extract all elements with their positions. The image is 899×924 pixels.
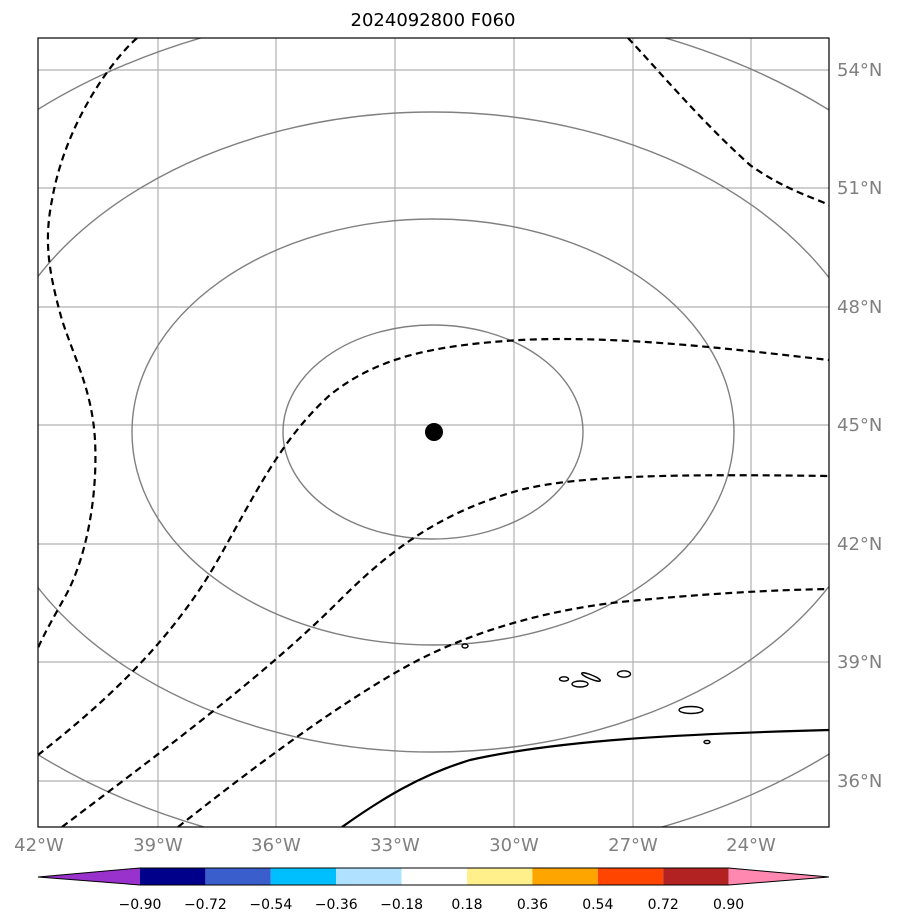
lon-label: 42°W — [14, 835, 64, 856]
island — [461, 643, 469, 649]
colorbar-tick-label: 0.36 — [517, 897, 548, 913]
colorbar-segment — [532, 868, 598, 885]
lat-label: 36°N — [837, 771, 882, 792]
range-rings — [38, 38, 829, 827]
colorbar-extension-high — [728, 868, 829, 885]
colorbar-tick-label: 0.54 — [582, 897, 613, 913]
island — [678, 705, 704, 715]
lat-label: 42°N — [837, 534, 882, 555]
range-ring — [282, 324, 584, 540]
map-title: 2024092800 F060 — [351, 10, 516, 31]
island — [558, 676, 570, 682]
island — [703, 739, 711, 745]
colorbar-segment — [336, 868, 402, 885]
island — [580, 672, 602, 682]
azores-islands — [461, 643, 711, 745]
range-ring — [38, 38, 829, 827]
lat-label: 48°N — [837, 297, 882, 318]
range-ring — [131, 218, 735, 646]
lon-label: 27°W — [608, 835, 658, 856]
dashed-contours — [38, 38, 829, 827]
colorbar: −0.90 −0.72 −0.54 −0.36 −0.18 0.18 0.36 … — [37, 867, 830, 913]
island — [571, 680, 589, 688]
longitude-labels: 42°W 39°W 36°W 33°W 30°W 27°W 24°W — [14, 835, 776, 856]
colorbar-segment — [467, 868, 533, 885]
graticule — [38, 38, 829, 827]
lat-label: 54°N — [837, 60, 882, 81]
map-area — [38, 38, 829, 827]
colorbar-segment — [597, 868, 664, 885]
dashed-contour — [38, 337, 829, 756]
colorbar-outline — [37, 867, 830, 886]
island — [616, 670, 632, 678]
dashed-contour — [38, 38, 138, 649]
colorbar-tick-label: −0.18 — [380, 897, 423, 913]
colorbar-tick-label: −0.54 — [249, 897, 292, 913]
colorbar-segment — [663, 868, 729, 885]
colorbar-tick-label: 0.72 — [648, 897, 679, 913]
lon-label: 30°W — [489, 835, 539, 856]
dashed-contour — [177, 587, 829, 827]
dashed-contour — [627, 38, 829, 206]
solid-contour — [341, 728, 829, 827]
colorbar-segment — [270, 868, 337, 885]
colorbar-tick-label: −0.90 — [119, 897, 162, 913]
colorbar-tick-label: 0.18 — [451, 897, 482, 913]
lon-label: 33°W — [370, 835, 420, 856]
lat-label: 39°N — [837, 652, 882, 673]
latitude-labels: 54°N 51°N 48°N 45°N 42°N 39°N 36°N — [837, 60, 882, 792]
colorbar-segment — [205, 868, 271, 885]
lat-label: 51°N — [837, 178, 882, 199]
colorbar-tick-label: −0.72 — [184, 897, 227, 913]
colorbar-tick-label: 0.90 — [713, 897, 744, 913]
colorbar-segment — [140, 868, 206, 885]
colorbar-tick-label: −0.36 — [315, 897, 358, 913]
lon-label: 36°W — [251, 835, 301, 856]
storm-center-dot — [425, 423, 443, 441]
lat-label: 45°N — [837, 415, 882, 436]
lon-label: 24°W — [726, 835, 776, 856]
dashed-contour — [61, 474, 829, 827]
lon-label: 39°W — [133, 835, 183, 856]
range-ring — [38, 111, 829, 753]
colorbar-extension-low — [38, 868, 140, 885]
colorbar-segment — [401, 868, 467, 885]
map-border — [37, 37, 830, 828]
